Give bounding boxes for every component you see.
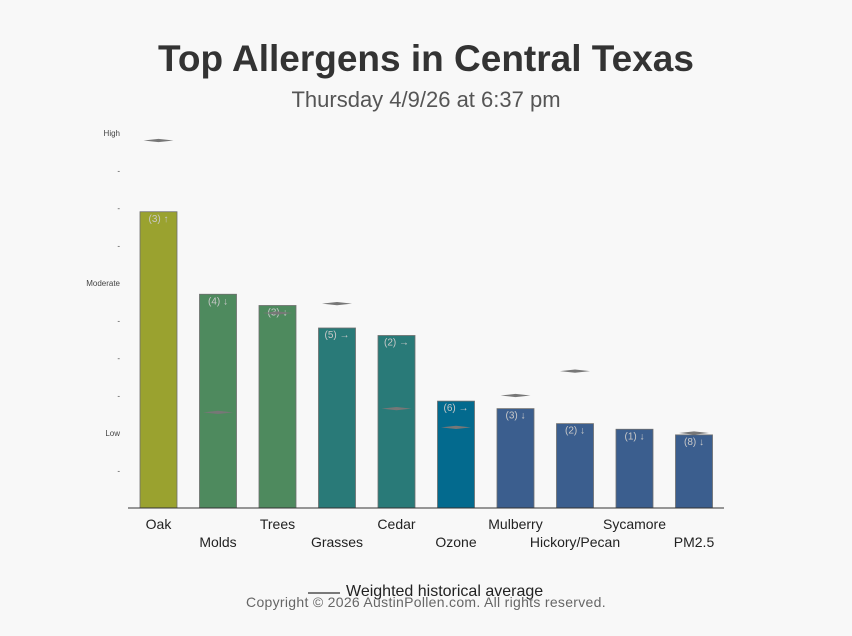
y-tick-label: - — [117, 354, 120, 363]
chart-subtitle: Thursday 4/9/26 at 6:37 pm — [291, 87, 561, 112]
y-tick-label: High — [104, 129, 120, 138]
bar-cedar — [377, 335, 416, 509]
bar-mulberry — [496, 408, 535, 509]
bar-trees — [258, 305, 297, 509]
chart-title: Top Allergens in Central Texas — [158, 38, 694, 79]
bar-grasses — [318, 327, 356, 509]
x-category-label: Oak — [146, 516, 173, 532]
bar-label: (4) ↓ — [208, 296, 228, 307]
x-category-label: Ozone — [435, 534, 476, 550]
y-tick-label: Low — [105, 429, 120, 438]
bar-label: (6) → — [444, 403, 469, 414]
historical-average-marker — [500, 393, 531, 398]
y-tick-label: - — [117, 317, 120, 326]
historical-average-marker — [203, 410, 233, 414]
bar-pm2-5 — [675, 434, 713, 509]
x-category-label: Trees — [260, 516, 295, 532]
bar-label: (2) ↓ — [565, 426, 585, 437]
historical-average-marker — [143, 138, 174, 143]
bar-label: (1) ↓ — [625, 431, 645, 442]
x-category-label: Cedar — [377, 516, 415, 532]
historical-average-marker — [262, 311, 293, 315]
x-category-label: Hickory/Pecan — [530, 534, 620, 550]
y-tick-label: - — [117, 167, 120, 176]
x-category-label: Sycamore — [603, 516, 666, 532]
bar-ozone — [437, 400, 475, 509]
historical-average-marker — [322, 302, 352, 306]
historical-average-marker — [441, 425, 471, 429]
y-tick-label: - — [117, 242, 120, 251]
bar-hickory-pecan — [556, 423, 594, 509]
bar-label: (3) ↑ — [149, 214, 169, 225]
x-category-label: PM2.5 — [674, 534, 715, 550]
y-tick-label: - — [117, 467, 120, 476]
historical-average-marker — [381, 407, 412, 411]
bar-label: (2) → — [384, 338, 409, 349]
historical-average-marker — [560, 369, 590, 373]
bar-label: (8) ↓ — [684, 437, 704, 448]
x-category-label: Grasses — [311, 534, 363, 550]
copyright: Copyright © 2026 AustinPollen.com. All r… — [246, 594, 606, 610]
y-tick-label: - — [117, 392, 120, 401]
bar-label: (3) ↓ — [506, 411, 526, 422]
x-category-label: Molds — [199, 534, 236, 550]
bar-label: (5) → — [325, 330, 350, 341]
x-category-label: Mulberry — [488, 516, 542, 532]
bar-oak — [139, 211, 178, 509]
y-tick-label: Moderate — [86, 279, 120, 288]
legend-historical-average-line — [308, 592, 340, 594]
bar-molds — [199, 293, 237, 509]
y-tick-label: - — [117, 204, 120, 213]
historical-average-marker — [679, 431, 709, 435]
legend-label: Weighted historical average — [346, 583, 544, 600]
